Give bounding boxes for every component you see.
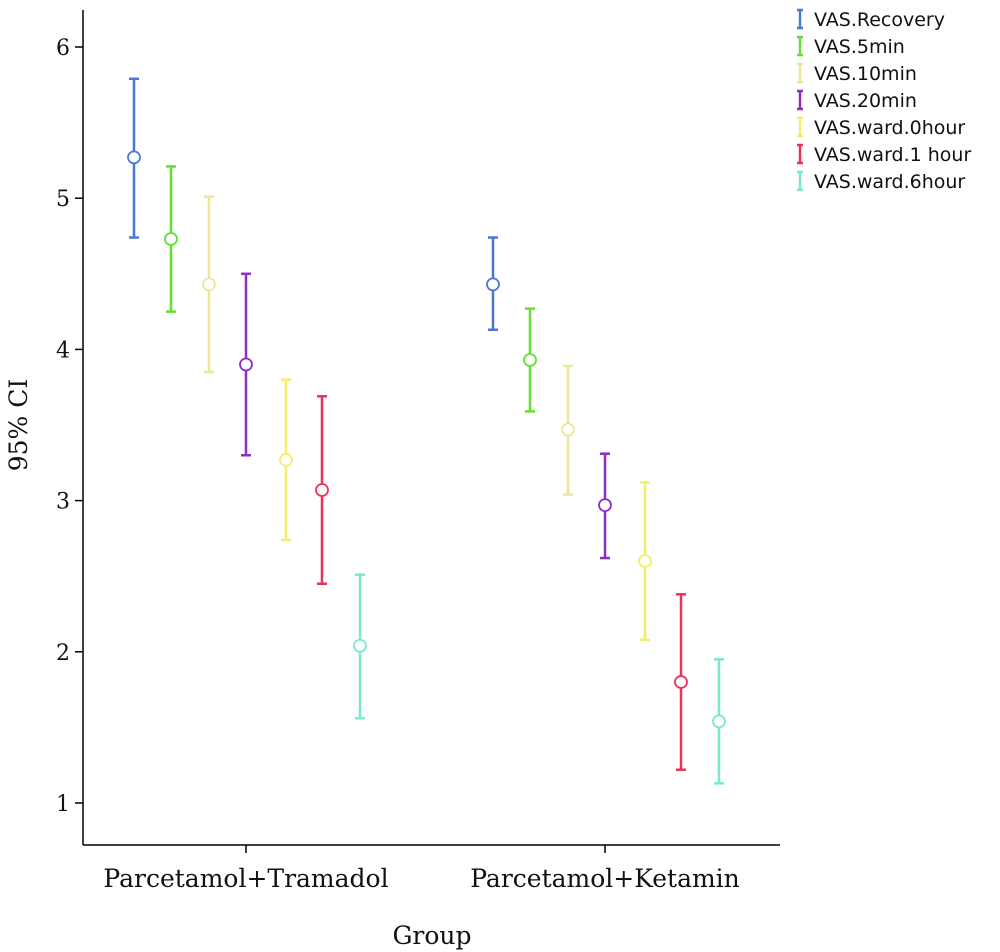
- mean-marker: [315, 483, 329, 497]
- y-tick-label: 2: [56, 641, 70, 666]
- mean-marker: [674, 675, 688, 689]
- legend-item: VAS.ward.1 hour: [797, 143, 971, 166]
- y-tick-label: 5: [56, 187, 70, 212]
- mean-marker: [279, 452, 293, 467]
- legend-item: VAS.ward.6hour: [797, 170, 965, 193]
- error-bar: [561, 364, 575, 496]
- error-bar: [638, 481, 652, 641]
- error-bar: [486, 236, 500, 331]
- x-axis-title: Group: [392, 921, 471, 950]
- error-bar: [239, 272, 253, 457]
- mean-marker: [523, 353, 537, 367]
- mean-marker: [638, 554, 652, 568]
- mean-marker: [712, 714, 726, 729]
- error-bars: [127, 77, 726, 785]
- legend-label: VAS.ward.6hour: [814, 171, 965, 193]
- legend-label: VAS.10min: [814, 63, 917, 85]
- legend-label: VAS.20min: [814, 90, 917, 112]
- legend-label: VAS.5min: [814, 36, 905, 58]
- y-tick-label: 3: [56, 490, 70, 515]
- mean-marker: [164, 232, 178, 246]
- error-bar: [674, 593, 688, 771]
- y-axis-title: 95% CI: [4, 379, 33, 472]
- mean-marker: [353, 638, 367, 653]
- legend-item: VAS.Recovery: [797, 8, 945, 31]
- mean-marker: [239, 357, 253, 372]
- error-bar: [202, 195, 216, 374]
- mean-marker: [127, 150, 141, 165]
- x-tick-label: Parcetamol+Tramadol: [103, 864, 388, 893]
- mean-marker: [486, 277, 500, 292]
- error-bar: [523, 307, 537, 413]
- mean-marker: [202, 277, 216, 292]
- error-bar: [127, 77, 141, 239]
- axes: 1 2 3 4 5 6 Parcetamol+Tramadol Parcetamol+Keta…: [56, 10, 780, 893]
- error-bar: [279, 378, 293, 542]
- error-bar: [712, 658, 726, 785]
- legend-label: VAS.Recovery: [814, 9, 945, 31]
- legend-label: VAS.ward.1 hour: [814, 144, 971, 166]
- legend-item: VAS.20min: [797, 89, 917, 112]
- error-bar: [315, 395, 329, 586]
- legend-item: VAS.10min: [797, 62, 917, 85]
- error-bar: [164, 165, 178, 313]
- legend-item: VAS.ward.0hour: [797, 116, 965, 139]
- legend-item: VAS.5min: [797, 35, 905, 58]
- x-tick-label: Parcetamol+Ketamin: [470, 864, 740, 893]
- y-tick-label: 6: [56, 36, 70, 61]
- y-tick-label: 4: [56, 338, 70, 363]
- error-bar: [353, 573, 367, 720]
- legend-label: VAS.ward.0hour: [814, 117, 965, 139]
- error-bar: [598, 452, 612, 560]
- legend: VAS.Recovery VAS.5min VAS.10min VAS.20min VA…: [797, 8, 971, 193]
- mean-marker: [561, 422, 575, 437]
- y-tick-label: 1: [56, 792, 70, 817]
- mean-marker: [598, 498, 612, 513]
